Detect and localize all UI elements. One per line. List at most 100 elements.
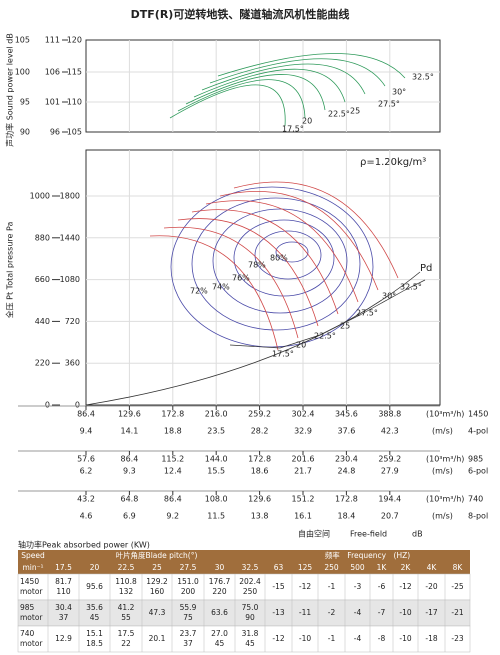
velocity-label: 6.9 [123, 512, 136, 521]
table-cell: 30.4 [55, 603, 72, 612]
table-cell: 55 [121, 613, 131, 622]
efficiency-label: 78% [248, 261, 266, 270]
table-cell: 75 [183, 613, 193, 622]
table-cell: 95.6 [86, 582, 103, 591]
velocity-label: 14.1 [120, 427, 138, 436]
flow-label: 86.4 [120, 455, 138, 464]
pitch-label: 17.5° [272, 350, 294, 359]
table-cell: 23.7 [180, 629, 197, 638]
table-cell: 110.8 [115, 577, 137, 586]
pressure-curve [191, 209, 339, 315]
pressure-tick-label: 1800 [60, 192, 80, 201]
table-cell: 985 [20, 603, 35, 612]
velocity-label: 27.9 [381, 467, 399, 476]
velocity-label: 23.5 [207, 427, 225, 436]
pressure-tick-label: 0 [75, 401, 80, 410]
velocity-label: 6.2 [80, 467, 93, 476]
pressure-tick-label: 1080 [60, 275, 80, 284]
sound-pitch-label: 17.5° [282, 125, 304, 134]
table-cell: 45 [90, 613, 100, 622]
table-cell: 27.0 [211, 629, 228, 638]
pressure-curve [205, 200, 359, 303]
table-cell: 15.1 [86, 629, 103, 638]
table-row-bg [17, 625, 471, 653]
table-cell: -13 [272, 608, 284, 617]
table-cell: -10 [399, 608, 411, 617]
efficiency-contour [191, 197, 361, 331]
flow-unit: (10³m³/h) [426, 410, 464, 419]
table-cell: 45 [245, 639, 255, 648]
flow-label: 64.8 [120, 495, 138, 504]
velocity-label: 18.8 [164, 427, 182, 436]
poles-label: 8-pol [468, 512, 488, 521]
velocity-unit: (m/s) [432, 427, 453, 436]
table-cell: -10 [399, 634, 411, 643]
flow-label: 194.4 [378, 495, 401, 504]
sound-pitch-label: 30° [392, 88, 406, 97]
velocity-label: 9.4 [80, 427, 93, 436]
poles-label: 4-pol [468, 427, 488, 436]
flow-label: 144.0 [205, 455, 228, 464]
sound-tick-label: 96 [50, 128, 60, 137]
sound-tick-label: 111 [45, 36, 60, 45]
flow-label: 115.2 [161, 455, 184, 464]
table-column: 32.5 [242, 563, 259, 572]
free-field-en: Free-field [350, 530, 387, 539]
table-cell: -4 [354, 608, 362, 617]
table-column: 1K [377, 563, 388, 572]
table-cell: 37 [183, 639, 193, 648]
table-cell: 75.0 [242, 603, 259, 612]
flow-label: 201.6 [292, 455, 315, 464]
table-header: 频率 Frequency (HZ) [325, 550, 410, 560]
flow-label: 259.2 [378, 455, 401, 464]
pressure-curve [163, 226, 299, 339]
sound-tick-label: 120 [67, 36, 82, 45]
table-cell: -15 [272, 582, 284, 591]
sound-curve [209, 58, 386, 87]
flow-label: 388.8 [378, 410, 401, 419]
table-cell: -17 [425, 608, 437, 617]
table-cell: -3 [354, 582, 362, 591]
pressure-tick-label: 360 [65, 359, 80, 368]
table-cell: -1 [328, 634, 336, 643]
table-cell: 740 [20, 629, 35, 638]
velocity-label: 12.4 [164, 467, 182, 476]
table-cell: 17.5 [118, 629, 135, 638]
table-cell: 22 [121, 639, 131, 648]
velocity-label: 32.9 [294, 427, 312, 436]
pressure-tick-label: 880 [35, 233, 50, 242]
table-cell: 31.8 [242, 629, 259, 638]
flow-label: 172.8 [335, 495, 358, 504]
table-cell: -4 [354, 634, 362, 643]
efficiency-label: 74% [212, 283, 230, 292]
pressure-tick-label: 0 [45, 401, 50, 410]
table-cell: -2 [328, 608, 336, 617]
velocity-label: 37.6 [337, 427, 355, 436]
efficiency-contour [275, 241, 309, 263]
poles-label: 6-pol [468, 467, 488, 476]
sound-curve [177, 79, 306, 119]
velocity-label: 11.5 [207, 512, 225, 521]
flow-label: 302.4 [292, 410, 315, 419]
title: DTF(R)可逆转地铁、隧道轴流风机性能曲线 [131, 7, 350, 21]
sound-pitch-label: 22.5° [328, 110, 350, 119]
table-cell: 110 [56, 587, 71, 596]
sound-pitch-label: 32.5° [412, 73, 434, 82]
sound-tick-label: 106 [45, 68, 60, 77]
flow-label: 345.6 [335, 410, 358, 419]
pressure-plot-frame [85, 149, 441, 406]
pressure-curve [149, 235, 279, 351]
table-cell: 12.9 [55, 634, 72, 643]
table-cell: 176.7 [209, 577, 231, 586]
velocity-label: 16.1 [294, 512, 312, 521]
table-cell: -23 [451, 634, 463, 643]
flow-label: 86.4 [164, 495, 182, 504]
pitch-label: 25 [340, 322, 350, 331]
flow-label: 129.6 [248, 495, 271, 504]
table-column: 500 [350, 563, 365, 572]
table-column: 25 [152, 563, 162, 572]
flow-label: 129.6 [118, 410, 141, 419]
velocity-unit: (m/s) [432, 467, 453, 476]
table-cell: -18 [425, 634, 437, 643]
table-cell: 47.3 [149, 608, 166, 617]
